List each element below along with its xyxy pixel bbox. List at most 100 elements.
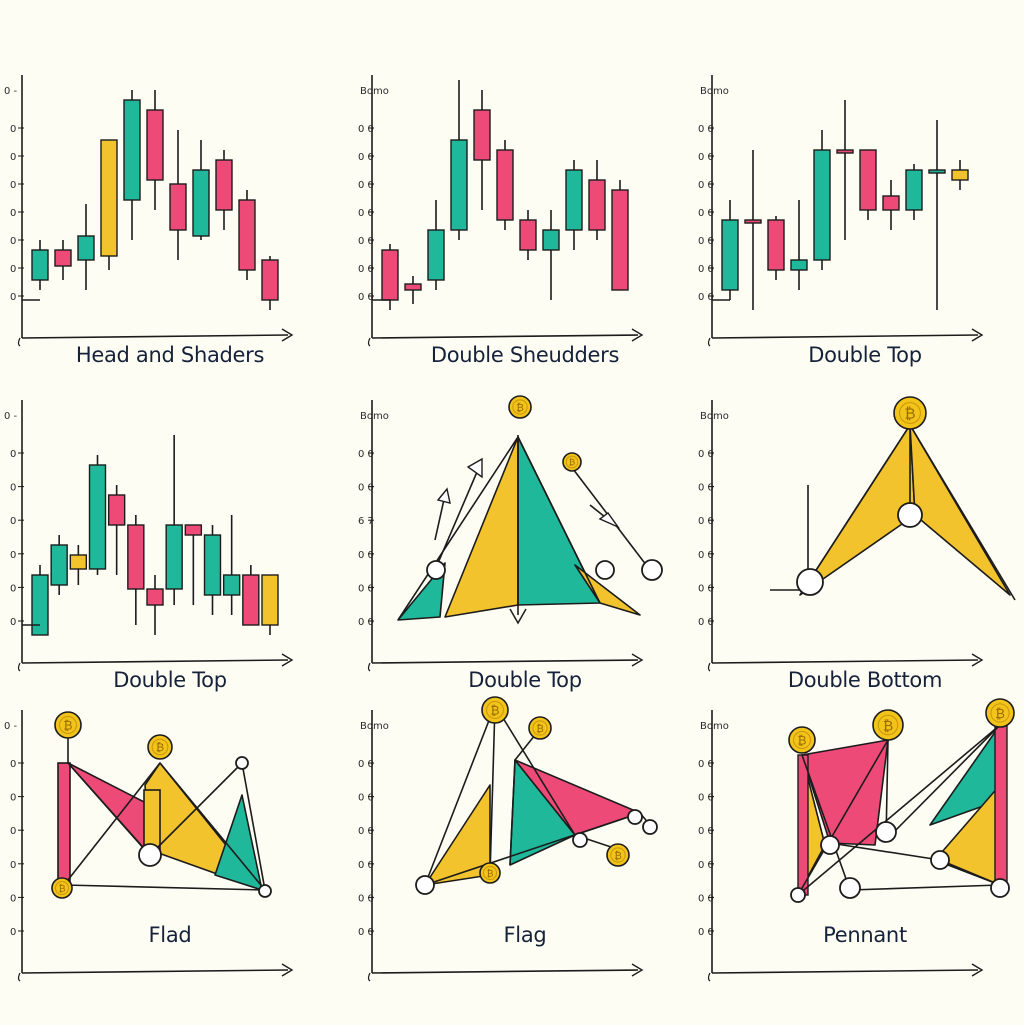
coin-icon: ₿ bbox=[528, 716, 552, 740]
y-tick-label: 0 0 bbox=[698, 483, 714, 494]
y-tick-label: 0 0 bbox=[358, 860, 374, 871]
candle-body bbox=[127, 524, 145, 590]
candle-body bbox=[473, 109, 491, 161]
svg-text:₿: ₿ bbox=[63, 719, 72, 733]
pattern-caption: Double Top bbox=[808, 343, 922, 367]
pattern-node bbox=[839, 877, 861, 899]
chart-canvas: Bomo 0 0 0 0 0 0 0 0 0 0 0 0 ₿ ₿ ₿ bbox=[698, 698, 1015, 982]
candle bbox=[54, 240, 72, 280]
y-tick-label: 0 0 bbox=[698, 516, 714, 527]
y-tick-label: 0 bbox=[10, 793, 16, 804]
pattern-node bbox=[258, 884, 272, 898]
pattern-caption: Pennant bbox=[823, 923, 907, 947]
y-tick-label: 0 bbox=[10, 860, 16, 871]
chart-panel: 0 - 0 0 0 0 0 0 Double Top bbox=[0, 385, 340, 715]
svg-text:₿: ₿ bbox=[995, 707, 1005, 722]
pattern-line bbox=[63, 884, 266, 891]
candle bbox=[146, 575, 164, 635]
pattern-line bbox=[939, 859, 1001, 886]
x-axis bbox=[371, 969, 639, 974]
x-axis bbox=[21, 969, 289, 974]
y-tick-label: 0 0 bbox=[358, 893, 374, 904]
x-axis bbox=[371, 659, 639, 664]
y-tick-label: 0 0 bbox=[358, 180, 374, 191]
y-tick-label: 0 0 bbox=[358, 292, 374, 303]
x-axis bbox=[21, 334, 289, 339]
y-tick-label: 0 bbox=[10, 264, 16, 275]
pattern-line bbox=[797, 739, 889, 896]
y-axis-top-label: 0 - bbox=[4, 86, 18, 97]
y-tick-label: 0 bbox=[10, 292, 16, 303]
y-tick-label: 0 bbox=[10, 180, 16, 191]
pattern-line bbox=[149, 762, 243, 856]
pattern-line bbox=[63, 762, 161, 886]
candle bbox=[107, 485, 126, 575]
pattern-node bbox=[595, 560, 615, 580]
y-tick-label: 0 bbox=[10, 759, 16, 770]
y-tick-label: 0 0 bbox=[698, 449, 714, 460]
pattern-triangle bbox=[214, 794, 263, 891]
pattern-node bbox=[642, 819, 658, 835]
chart-canvas: 0 - 0 0 0 0 0 0 ₿ ₿ ₿ bbox=[4, 710, 294, 982]
candle-body bbox=[859, 149, 877, 211]
chart-panel: Bomo 0 0 0 0 0 0 0 0 0 0 0 0 ₿ ₿ ₿ ₿ Flag bbox=[350, 695, 690, 1025]
candle-body bbox=[31, 249, 49, 281]
pattern-node bbox=[415, 875, 435, 895]
pattern-line bbox=[509, 759, 516, 866]
pattern-triangle bbox=[574, 564, 641, 616]
x-axis-arrow bbox=[631, 963, 644, 977]
candle bbox=[859, 149, 877, 220]
candle-body bbox=[882, 195, 900, 211]
x-axis-arrow bbox=[971, 653, 984, 667]
candle bbox=[951, 160, 969, 190]
x-axis-arrow bbox=[631, 653, 644, 667]
y-tick-label: 0 0 bbox=[698, 793, 714, 804]
candle-body bbox=[31, 574, 49, 636]
coin-icon: ₿ bbox=[606, 843, 630, 867]
y-tick-label: 0 bbox=[10, 516, 16, 527]
candle bbox=[238, 190, 256, 280]
candle bbox=[473, 90, 491, 210]
candle bbox=[721, 200, 739, 300]
pattern-line bbox=[799, 424, 911, 596]
pattern-line bbox=[494, 704, 576, 836]
candle bbox=[790, 200, 808, 290]
svg-text:₿: ₿ bbox=[58, 884, 65, 895]
pattern-line bbox=[517, 436, 601, 604]
pattern-node bbox=[426, 560, 446, 580]
y-tick-label: 0 0 bbox=[698, 826, 714, 837]
coin-icon: ₿ bbox=[54, 711, 82, 739]
pattern-line bbox=[67, 762, 151, 856]
chart-panel: Bomo 0 0 0 0 0 0 0 0 0 0 0 0 ₿ ₿ ₿ Pennant bbox=[690, 695, 1024, 1025]
svg-text:₿: ₿ bbox=[614, 850, 622, 862]
candle bbox=[427, 200, 445, 290]
pattern-node bbox=[930, 850, 950, 870]
y-tick-label: 0 bbox=[10, 236, 16, 247]
chart-canvas: 0 - 0 0 0 0 0 0 bbox=[4, 400, 294, 672]
chart-canvas: Bomo 0 0 0 0 0 0 0 0 0 0 0 0 ₿ bbox=[698, 396, 1016, 672]
candle-body bbox=[77, 235, 95, 261]
y-axis-top-label: Bomo bbox=[360, 86, 389, 97]
candle-body bbox=[100, 139, 118, 257]
coin-icon: ₿ bbox=[872, 709, 904, 741]
pattern-triangle bbox=[801, 739, 889, 846]
candle-body bbox=[169, 183, 187, 231]
chart-canvas: Bomo 0 0 0 0 6 7 0 0 0 0 0 0 ₿ ₿ bbox=[358, 395, 663, 672]
pattern-line bbox=[241, 762, 266, 891]
candle bbox=[565, 160, 583, 250]
candle-body bbox=[611, 189, 629, 291]
pattern-triangle bbox=[424, 784, 491, 886]
svg-text:₿: ₿ bbox=[156, 740, 164, 754]
coin-icon: ₿ bbox=[479, 862, 501, 884]
pattern-caption: Flag bbox=[503, 923, 547, 947]
y-tick-label: 0 0 bbox=[358, 550, 374, 561]
candle bbox=[542, 210, 560, 300]
pattern-node bbox=[897, 502, 923, 528]
candle bbox=[744, 150, 762, 310]
candle bbox=[496, 140, 514, 230]
svg-text:₿: ₿ bbox=[490, 704, 499, 718]
y-tick-label: 0 bbox=[10, 927, 16, 938]
y-tick-label: 0 0 bbox=[698, 583, 714, 594]
pattern-caption: Double Top bbox=[468, 668, 582, 692]
candle bbox=[215, 150, 233, 230]
